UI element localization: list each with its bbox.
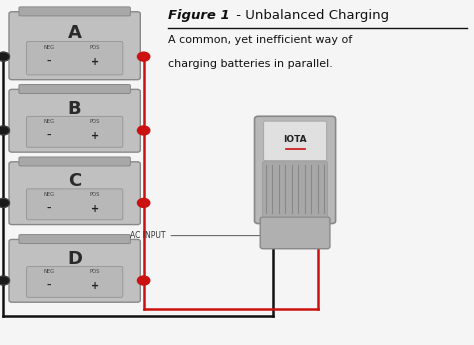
Circle shape: [137, 52, 150, 61]
FancyBboxPatch shape: [260, 217, 330, 249]
Text: NEG: NEG: [43, 192, 55, 197]
Text: POS: POS: [90, 46, 100, 50]
Text: –: –: [46, 281, 51, 290]
Circle shape: [137, 276, 150, 285]
Text: A: A: [68, 24, 82, 42]
FancyBboxPatch shape: [19, 235, 130, 244]
Text: +: +: [91, 57, 99, 67]
FancyBboxPatch shape: [9, 12, 140, 80]
FancyBboxPatch shape: [9, 89, 140, 152]
FancyBboxPatch shape: [27, 189, 123, 220]
FancyBboxPatch shape: [19, 85, 130, 93]
Text: +: +: [91, 204, 99, 214]
Text: POS: POS: [90, 269, 100, 274]
Text: NEG: NEG: [43, 119, 55, 124]
Text: AC INPUT: AC INPUT: [130, 231, 166, 240]
Circle shape: [0, 126, 9, 135]
Circle shape: [137, 126, 150, 135]
FancyBboxPatch shape: [27, 116, 123, 147]
FancyBboxPatch shape: [255, 116, 336, 224]
Text: POS: POS: [90, 192, 100, 197]
Circle shape: [0, 276, 9, 285]
Text: +: +: [91, 131, 99, 141]
Text: NEG: NEG: [43, 269, 55, 274]
Text: +: +: [91, 281, 99, 291]
Text: B: B: [68, 100, 82, 118]
FancyBboxPatch shape: [19, 7, 130, 16]
Text: –: –: [46, 57, 51, 66]
FancyBboxPatch shape: [263, 162, 328, 217]
Text: –: –: [46, 204, 51, 213]
FancyBboxPatch shape: [27, 41, 123, 75]
Text: charging batteries in parallel.: charging batteries in parallel.: [168, 59, 333, 69]
FancyBboxPatch shape: [9, 239, 140, 302]
Text: D: D: [67, 250, 82, 268]
Text: NEG: NEG: [43, 46, 55, 50]
FancyBboxPatch shape: [9, 162, 140, 225]
Circle shape: [137, 198, 150, 207]
FancyBboxPatch shape: [19, 157, 130, 166]
Text: –: –: [46, 131, 51, 140]
Circle shape: [0, 198, 9, 207]
Text: C: C: [68, 172, 81, 190]
Circle shape: [0, 52, 9, 61]
Text: POS: POS: [90, 119, 100, 124]
Text: A common, yet inefficient way of: A common, yet inefficient way of: [168, 34, 353, 45]
FancyBboxPatch shape: [27, 266, 123, 297]
Text: Figure 1: Figure 1: [168, 9, 230, 22]
FancyBboxPatch shape: [264, 121, 327, 161]
Text: - Unbalanced Charging: - Unbalanced Charging: [232, 9, 389, 22]
Text: IOTA: IOTA: [283, 135, 307, 144]
